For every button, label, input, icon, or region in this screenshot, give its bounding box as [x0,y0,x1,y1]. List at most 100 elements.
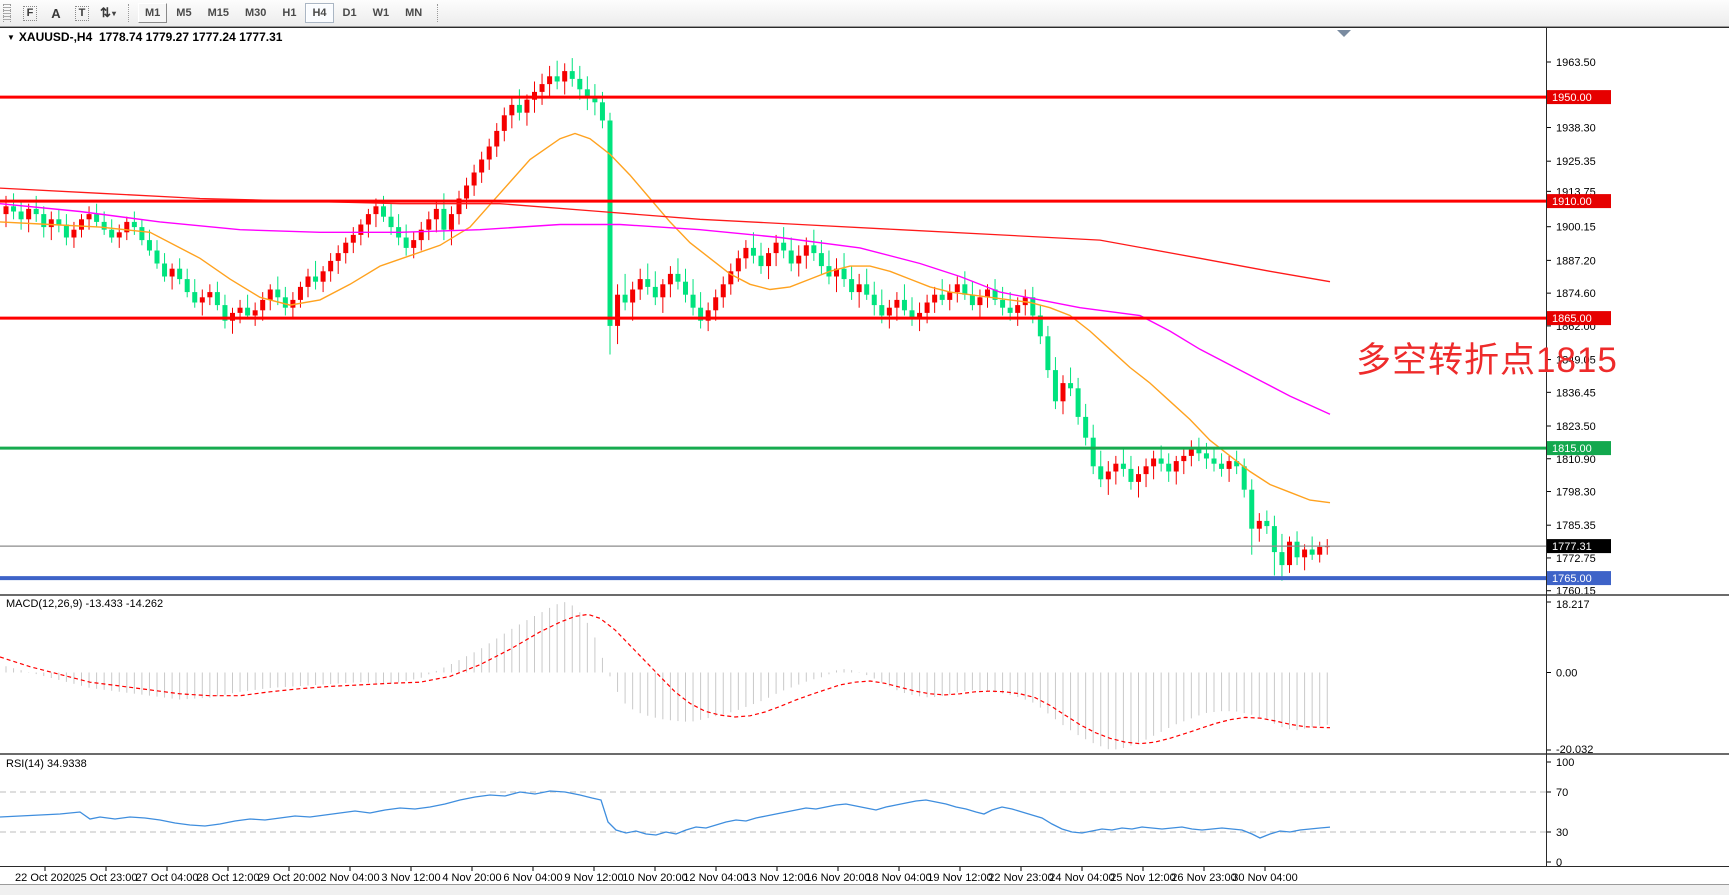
candle-body [728,271,734,285]
candle-body [297,286,303,300]
candle-body [343,242,349,254]
candle-body [358,224,364,235]
candle-body [1045,336,1051,371]
candle-body [849,279,855,293]
time-axis-label: 30 Nov 04:00 [1232,872,1297,884]
candle-body [290,299,296,308]
price-axis-label: 1963.50 [1556,57,1596,69]
candle-body [199,297,205,303]
price-axis[interactable]: 1963.501938.301925.351913.751900.151887.… [1546,57,1611,598]
price-badge-label: 1910.00 [1552,196,1592,208]
timeframe-w1-button[interactable]: W1 [366,3,397,23]
chart-shift-marker[interactable] [1337,30,1351,37]
candle-body [766,253,772,267]
horizontal-lines[interactable] [0,95,1546,581]
candle-body [735,258,741,272]
candle-body [1287,541,1292,566]
candle-body [977,297,983,306]
candle-body [433,208,439,220]
candle-body [3,206,9,215]
text-label-icon[interactable]: A [43,3,69,23]
candle-body [131,221,137,228]
candle-body [773,242,779,254]
candle-body [1241,466,1247,490]
toolbar-separator [128,4,130,22]
timeframe-h1-button[interactable]: H1 [275,3,303,23]
candle-body [750,247,756,256]
candle-body [11,206,17,212]
time-axis-label: 26 Nov 23:00 [1171,872,1236,884]
time-axis-label: 13 Nov 12:00 [744,872,809,884]
candle-body [162,263,168,277]
candle-body [1113,463,1119,472]
toolbar-separator-2 [437,4,439,22]
time-axis-label: 6 Nov 04:00 [503,872,562,884]
candle-body [818,253,824,267]
timeframe-m1-button[interactable]: M1 [138,3,168,23]
candle-body [313,276,319,282]
candle-body [1068,383,1074,389]
rsi-line [0,790,1331,839]
candle-body [146,240,152,251]
candle-body [1188,448,1194,456]
text-box-icon[interactable]: T [69,3,95,23]
candle-body [796,255,802,264]
candle-body [962,284,968,295]
ma-slow-red [0,187,1331,283]
cursor-mode-glyph: ⇅ [100,5,111,20]
price-axis-label: 1849.05 [1556,355,1596,367]
candle-body [139,227,145,241]
time-axis-label: 3 Nov 12:00 [381,872,440,884]
chart-shift-triangle-icon[interactable] [1337,30,1351,37]
time-axis-label: 29 Oct 20:00 [258,872,321,884]
candle-body [124,221,130,233]
candle-body [260,299,266,311]
candle-body [630,289,636,303]
timeframe-h4-button[interactable]: H4 [305,3,334,23]
candle-body [418,229,424,241]
candle-body [909,310,915,319]
collapse-triangle-icon[interactable]: ▼ [7,33,15,42]
rsi-panel[interactable]: 100 70 30 0 [0,757,1574,869]
candle-body [305,276,311,287]
candle-body [788,250,794,264]
macd-indicator-label: MACD(12,26,9) -13.433 -14.262 [6,598,164,610]
dropdown-caret-icon: ▾ [111,8,116,18]
timeframe-m5-button[interactable]: M5 [169,3,198,23]
candle-body [781,242,787,251]
candle-body [864,284,870,295]
candle-body [683,281,688,295]
time-axis-label: 27 Oct 04:00 [136,872,199,884]
candle-body [169,268,175,277]
candle-body [698,307,704,321]
template-f-glyph: F [22,5,38,21]
candle-body [1166,463,1172,472]
candle-body [985,289,990,298]
candle-body [917,312,923,319]
candle-body [320,271,326,282]
timeframe-m15-button[interactable]: M15 [201,3,236,23]
timeframe-m30-button[interactable]: M30 [238,3,273,23]
candle-body [1181,455,1187,462]
template-f-icon[interactable]: F [17,3,43,23]
candle-body [207,292,213,298]
price-axis-label: 1874.60 [1556,288,1596,300]
candle-body [101,221,107,230]
candle-body [56,219,62,225]
candle-body [652,286,658,298]
candle-body [177,268,183,280]
candle-body [516,104,522,113]
candle-body [901,299,907,311]
timeframe-mn-button[interactable]: MN [398,3,429,23]
toolbar-grip-handle[interactable] [3,4,11,22]
candle-body [660,284,666,298]
cursor-mode-icon[interactable]: ⇅ ▾ [95,3,121,23]
timeframe-d1-button[interactable]: D1 [336,3,364,23]
rsi-axis-label: 70 [1556,787,1568,799]
time-axis-label: 12 Nov 04:00 [683,872,748,884]
candle-body [705,310,711,321]
